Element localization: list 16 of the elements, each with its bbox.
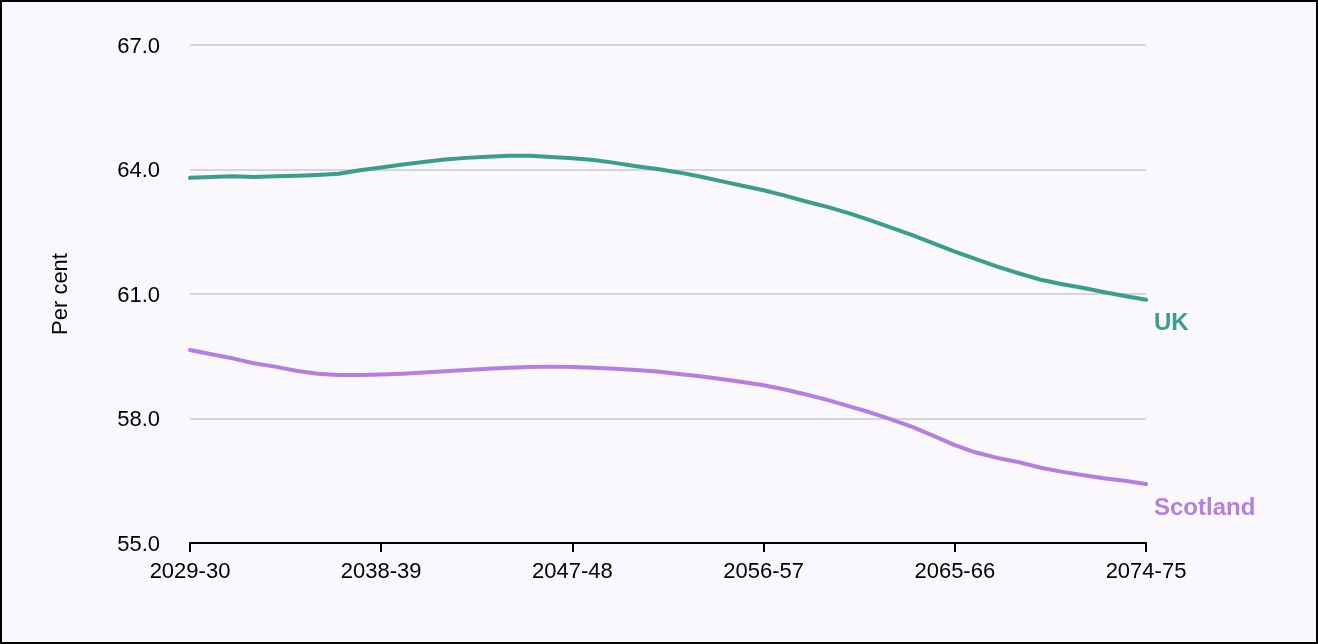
series-label: Scotland <box>1154 492 1256 520</box>
x-tick-label: 2056-57 <box>723 557 804 583</box>
series-label: UK <box>1154 308 1190 336</box>
line-series <box>188 153 1148 302</box>
line-series <box>188 348 1148 487</box>
y-tick-label: 67.0 <box>117 32 160 58</box>
y-tick-label: 58.0 <box>117 406 160 431</box>
y-tick-label: 55.0 <box>117 530 160 556</box>
x-tick-label: 2065-66 <box>914 557 996 583</box>
x-tick-label: 2047-48 <box>532 557 613 583</box>
x-tick-label: 2074-75 <box>1105 557 1187 583</box>
x-tick-label: 2029-30 <box>149 557 231 583</box>
y-tick-label: 61.0 <box>117 281 160 307</box>
x-tick-label: 2038-39 <box>340 557 422 583</box>
y-tick-label: 64.0 <box>117 157 160 182</box>
y-axis-title: Per cent <box>46 253 72 335</box>
